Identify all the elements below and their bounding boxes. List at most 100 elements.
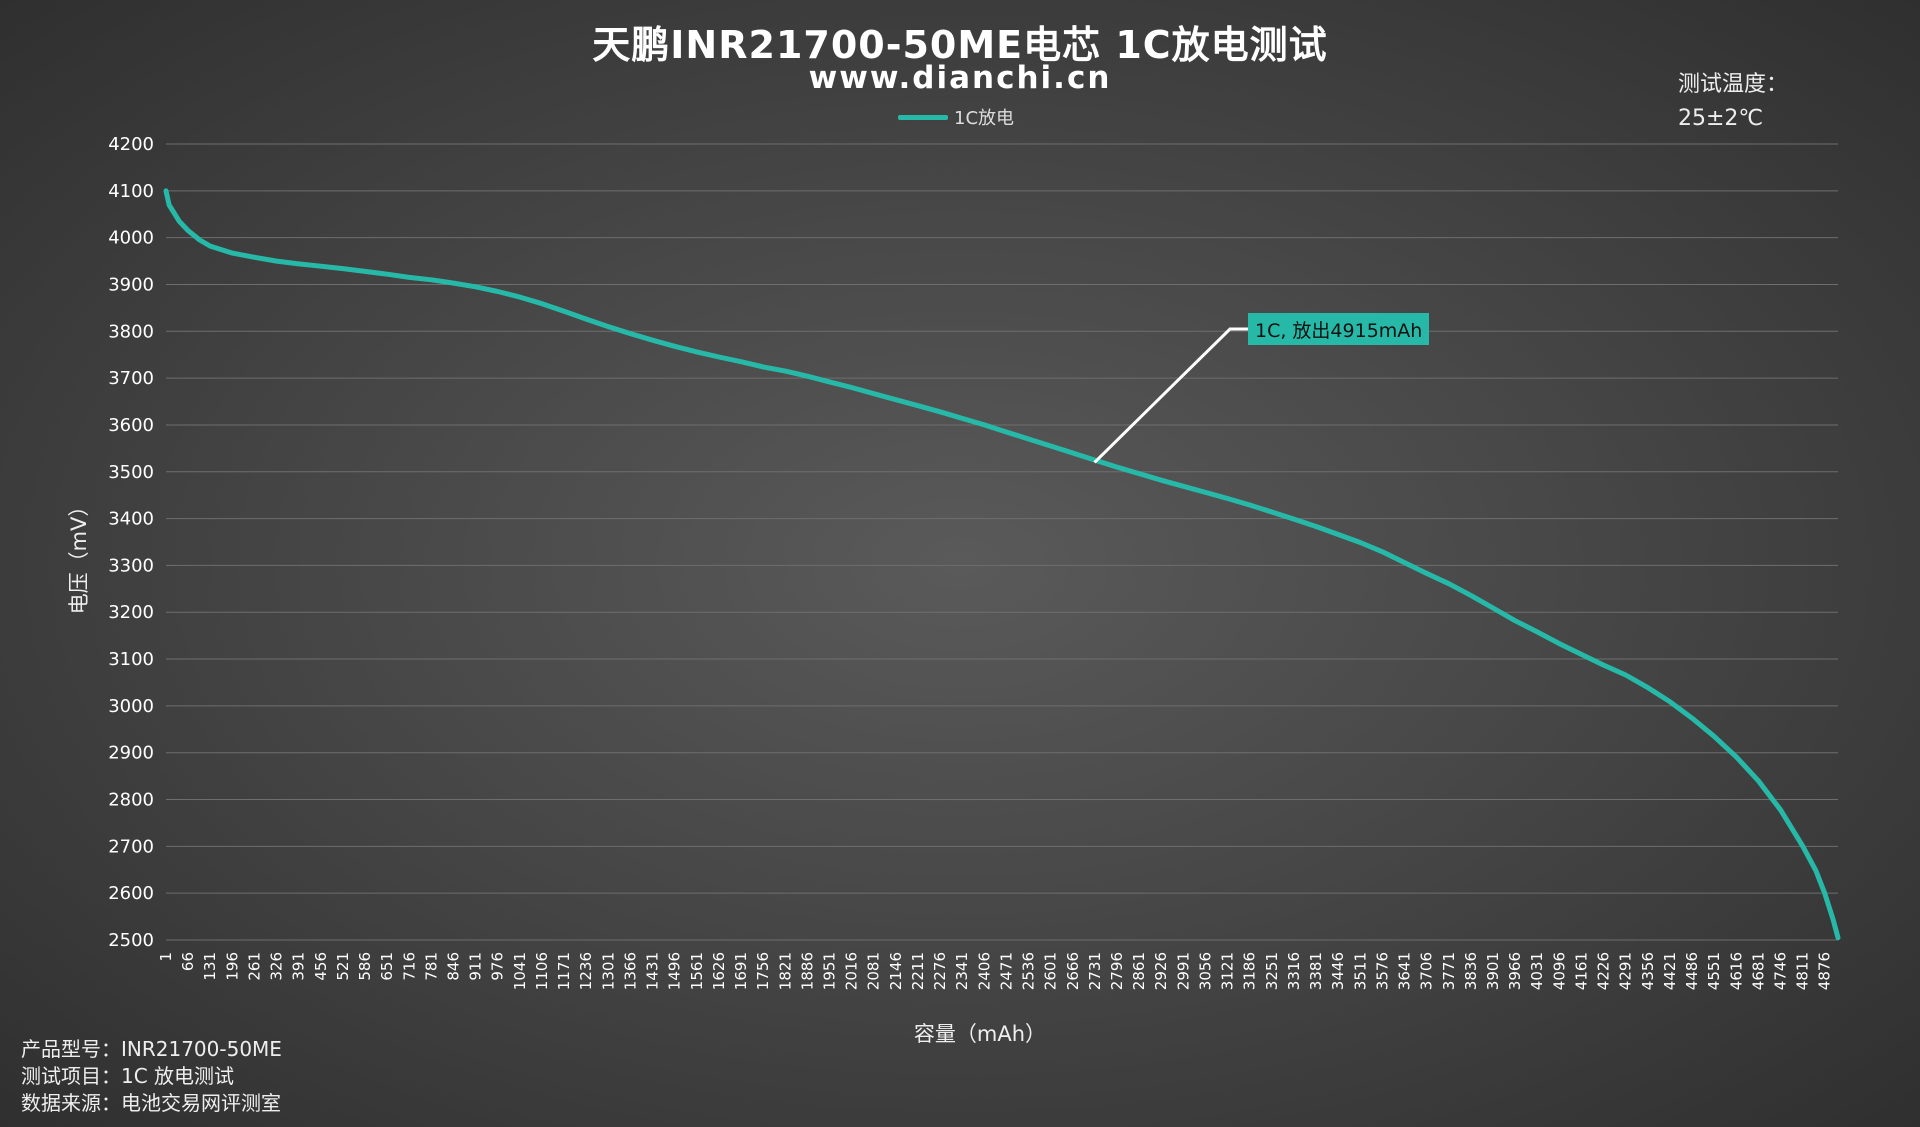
x-tick-label: 3836 <box>1462 952 1480 990</box>
y-tick-label: 3700 <box>108 368 154 389</box>
x-tick-label: 1691 <box>732 952 750 990</box>
x-tick-label: 3381 <box>1307 952 1325 990</box>
x-tick-label: 1171 <box>555 952 573 990</box>
x-tick-label: 521 <box>334 952 352 981</box>
temperature-label: 测试温度： <box>1678 72 1789 97</box>
x-tick-label: 3316 <box>1285 952 1303 990</box>
legend-swatch <box>898 114 948 120</box>
x-tick-label: 4226 <box>1595 952 1613 990</box>
x-tick-label: 131 <box>201 952 219 981</box>
x-tick-label: 2081 <box>865 952 883 990</box>
y-tick-label: 3900 <box>108 274 154 295</box>
x-tick-label: 1821 <box>776 952 794 990</box>
x-tick-label: 1951 <box>820 952 838 990</box>
x-tick-label: 3641 <box>1396 952 1414 990</box>
x-tick-label: 4356 <box>1639 952 1657 990</box>
x-tick-label: 2731 <box>1086 952 1104 990</box>
legend: 1C放电 <box>898 104 1014 130</box>
y-tick-label: 3300 <box>108 555 154 576</box>
y-tick-label: 4100 <box>108 181 154 202</box>
y-tick-label: 4200 <box>108 134 154 155</box>
x-tick-label: 2146 <box>887 952 905 990</box>
x-tick-label: 2016 <box>843 952 861 990</box>
y-tick-label: 3400 <box>108 509 154 530</box>
x-tick-label: 2991 <box>1174 952 1192 990</box>
x-tick-label: 2666 <box>1064 952 1082 990</box>
annotation-leader <box>1093 327 1248 464</box>
x-tick-label: 456 <box>312 952 330 981</box>
y-tick-label: 2500 <box>108 930 154 951</box>
x-tick-label: 1431 <box>644 952 662 990</box>
y-tick-label: 3200 <box>108 602 154 623</box>
x-tick-label: 4551 <box>1705 952 1723 990</box>
x-tick-label: 4291 <box>1617 952 1635 990</box>
x-tick-label: 1041 <box>511 952 529 990</box>
y-tick-label: 3500 <box>108 462 154 483</box>
x-tick-label: 196 <box>223 952 241 981</box>
x-tick-label: 651 <box>378 952 396 981</box>
x-tick-label: 1626 <box>710 952 728 990</box>
x-tick-label: 586 <box>356 952 374 981</box>
temperature-value: 25±2℃ <box>1678 106 1764 131</box>
grid-lines <box>166 143 1838 941</box>
info-block: 产品型号：INR21700-50ME 测试项目：1C 放电测试 数据来源：电池交… <box>21 1036 282 1117</box>
x-tick-label: 4681 <box>1749 952 1767 990</box>
annotation-leader-line <box>1093 327 1248 464</box>
x-tick-label: 2211 <box>909 952 927 990</box>
x-tick-label: 2276 <box>931 952 949 990</box>
x-tick-label: 4876 <box>1816 952 1834 990</box>
y-tick-label: 3100 <box>108 649 154 670</box>
x-tick-label: 2406 <box>975 952 993 990</box>
x-tick-label: 4161 <box>1572 952 1590 990</box>
annotation-label: 1C, 放出4915mAh <box>1248 313 1430 345</box>
x-tick-label: 1366 <box>621 952 639 990</box>
x-axis-label: 容量（mAh） <box>913 1022 1047 1046</box>
x-tick-label: 3446 <box>1329 952 1347 990</box>
x-tick-label: 2861 <box>1130 952 1148 990</box>
x-tick-label: 4746 <box>1771 952 1789 990</box>
y-axis-ticks: 2500 2600 2700 2800 2900 3000 3100 3200 3300 3400… <box>108 134 154 951</box>
x-tick-label: 3901 <box>1484 952 1502 990</box>
x-tick-label: 261 <box>245 952 263 981</box>
x-tick-label: 1756 <box>754 952 772 990</box>
x-tick-label: 1 <box>157 952 175 962</box>
chart-subtitle: www.dianchi.cn <box>808 60 1112 96</box>
x-tick-label: 976 <box>489 952 507 981</box>
x-tick-label: 326 <box>268 952 286 981</box>
x-tick-label: 1561 <box>688 952 706 990</box>
y-tick-label: 2700 <box>108 836 154 857</box>
y-tick-label: 2600 <box>108 883 154 904</box>
x-tick-label: 66 <box>179 952 197 971</box>
y-tick-label: 2800 <box>108 790 154 811</box>
info-test-item: 测试项目：1C 放电测试 <box>21 1064 235 1088</box>
chart-title: 天鹏INR21700-50ME电芯 1C放电测试 <box>592 23 1328 67</box>
x-tick-label: 911 <box>467 952 485 981</box>
y-tick-label: 4000 <box>108 228 154 249</box>
info-source: 数据来源：电池交易网评测室 <box>21 1091 281 1115</box>
y-axis-label: 电压（mV） <box>67 495 91 615</box>
x-tick-label: 2926 <box>1152 952 1170 990</box>
x-tick-label: 3186 <box>1241 952 1259 990</box>
x-tick-label: 1106 <box>533 952 551 990</box>
x-tick-label: 3966 <box>1506 952 1524 990</box>
x-tick-label: 3056 <box>1196 952 1214 990</box>
x-tick-label: 2471 <box>997 952 1015 990</box>
x-tick-label: 4616 <box>1727 952 1745 990</box>
x-tick-label: 781 <box>422 952 440 981</box>
series-line-1c <box>163 188 1841 941</box>
x-tick-label: 846 <box>445 952 463 981</box>
x-axis-ticks: 1 66 131 196 261 326 391 456 521 586 651 716 781 846 9… <box>157 952 1834 990</box>
x-tick-label: 2601 <box>1042 952 1060 990</box>
info-model: 产品型号：INR21700-50ME <box>21 1037 282 1061</box>
x-tick-label: 1236 <box>577 952 595 990</box>
legend-label: 1C放电 <box>954 108 1015 129</box>
temperature-note: 测试温度： 25±2℃ <box>1678 68 1788 136</box>
x-tick-label: 1301 <box>599 952 617 990</box>
x-tick-label: 3706 <box>1418 952 1436 990</box>
x-tick-label: 3251 <box>1263 952 1281 990</box>
x-tick-label: 3771 <box>1440 952 1458 990</box>
x-tick-label: 3121 <box>1219 952 1237 990</box>
x-tick-label: 716 <box>400 952 418 981</box>
y-tick-label: 3800 <box>108 321 154 342</box>
